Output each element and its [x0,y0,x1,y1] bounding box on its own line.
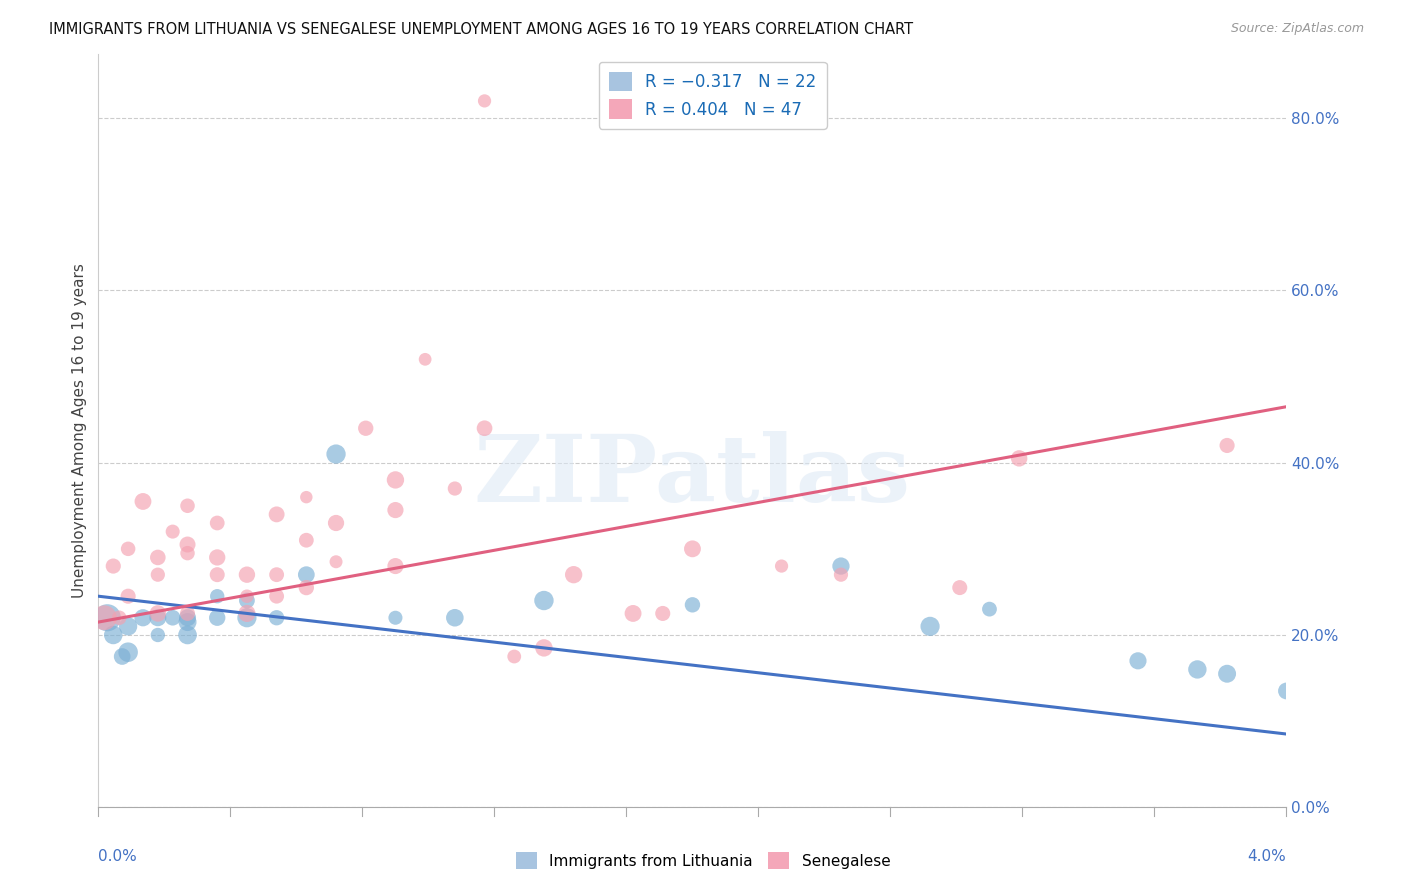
Point [162,611,184,625]
Point [1216,666,1239,681]
Point [444,611,467,625]
Point [146,611,169,625]
Point [651,607,673,621]
Point [384,559,406,574]
Point [325,447,347,461]
Point [236,593,259,607]
Point [266,611,288,625]
Point [117,589,139,603]
Point [176,537,198,551]
Point [621,607,644,621]
Legend: Immigrants from Lithuania, Senegalese: Immigrants from Lithuania, Senegalese [509,846,897,875]
Point [266,567,288,582]
Point [146,550,169,565]
Point [413,352,436,367]
Point [295,490,318,504]
Point [132,494,155,508]
Point [533,640,555,655]
Point [384,611,406,625]
Point [384,503,406,517]
Point [682,541,704,556]
Text: Source: ZipAtlas.com: Source: ZipAtlas.com [1230,22,1364,36]
Point [146,607,169,621]
Point [325,516,347,530]
Point [1008,451,1031,466]
Point [1187,662,1209,676]
Point [207,567,229,582]
Text: ZIPatlas: ZIPatlas [474,431,911,521]
Point [920,619,942,633]
Point [474,421,496,435]
Point [1216,438,1239,452]
Legend: R = −0.317   N = 22, R = 0.404   N = 47: R = −0.317 N = 22, R = 0.404 N = 47 [599,62,827,128]
Point [146,567,169,582]
Text: 0.0%: 0.0% [98,848,138,863]
Point [830,559,852,574]
Point [236,607,259,621]
Point [207,611,229,625]
Point [236,567,259,582]
Point [1126,654,1149,668]
Point [770,559,793,574]
Point [176,611,198,625]
Point [1275,684,1298,698]
Point [117,619,139,633]
Point [503,649,526,664]
Point [207,550,229,565]
Text: IMMIGRANTS FROM LITHUANIA VS SENEGALESE UNEMPLOYMENT AMONG AGES 16 TO 19 YEARS C: IMMIGRANTS FROM LITHUANIA VS SENEGALESE … [49,22,914,37]
Point [176,615,198,629]
Point [117,645,139,659]
Point [236,589,259,603]
Point [111,649,134,664]
Point [474,94,496,108]
Point [162,524,184,539]
Point [176,546,198,560]
Point [830,567,852,582]
Point [236,611,259,625]
Point [108,611,131,625]
Point [295,567,318,582]
Point [96,611,118,625]
Point [533,593,555,607]
Point [354,421,377,435]
Point [562,567,585,582]
Point [444,482,467,496]
Point [207,589,229,603]
Point [979,602,1001,616]
Point [384,473,406,487]
Point [146,628,169,642]
Point [93,611,115,625]
Point [176,607,198,621]
Point [682,598,704,612]
Text: 4.0%: 4.0% [1247,848,1286,863]
Point [207,516,229,530]
Y-axis label: Unemployment Among Ages 16 to 19 years: Unemployment Among Ages 16 to 19 years [72,263,87,598]
Point [117,541,139,556]
Point [295,533,318,548]
Point [295,581,318,595]
Point [266,589,288,603]
Point [176,628,198,642]
Point [103,628,125,642]
Point [176,499,198,513]
Point [132,611,155,625]
Point [325,555,347,569]
Point [949,581,972,595]
Point [103,559,125,574]
Point [266,508,288,522]
